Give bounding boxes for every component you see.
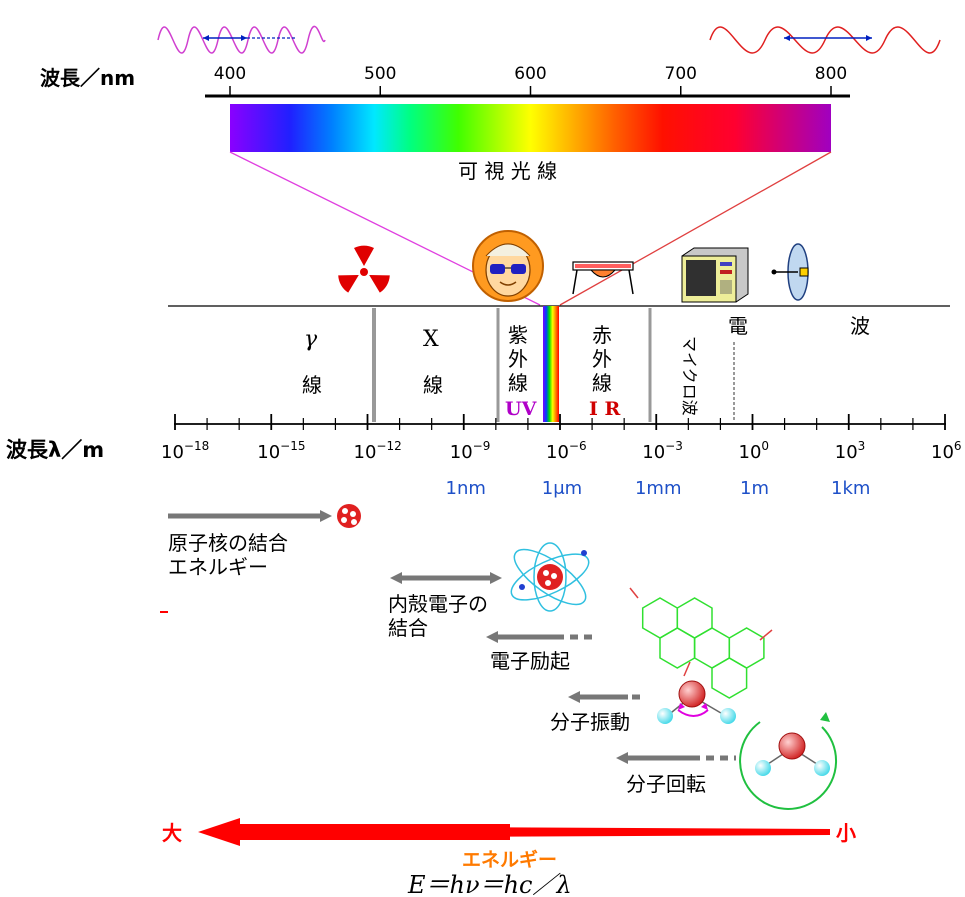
inner-shell-label-1: 内殻電子の <box>388 592 488 616</box>
water-vibration-icon <box>657 680 736 724</box>
gamma-suffix: 線 <box>302 373 322 397</box>
inner-shell-arrow <box>390 572 502 584</box>
nm-tick-label: 800 <box>815 64 847 84</box>
m-tick-label: 10−12 <box>354 439 402 463</box>
ir-abbr: I R <box>589 398 621 420</box>
radiation-icon <box>338 245 390 293</box>
m-tick-label: 10−18 <box>161 439 209 463</box>
energy-big: 大 <box>162 821 182 845</box>
m-tick-label: 103 <box>835 439 866 463</box>
vibration-label: 分子振動 <box>550 710 630 734</box>
m-tick-label: 10−6 <box>546 439 587 463</box>
unit-label: 1m <box>740 478 769 499</box>
molecule-icon <box>629 587 773 699</box>
satellite-dish-icon <box>771 243 809 301</box>
water-rotation-icon <box>739 712 838 810</box>
ir-char-1: 赤 <box>592 323 612 347</box>
energy-label: エネルギー <box>462 849 557 871</box>
m-tick-label: 100 <box>739 439 770 463</box>
visible-spectrum-bar <box>230 104 831 152</box>
inner-shell-label-2: 結合 <box>388 616 428 640</box>
m-tick-label: 10−3 <box>642 439 683 463</box>
xray-symbol: X <box>423 327 439 352</box>
xray-suffix: 線 <box>423 373 443 397</box>
nuclear-arrow <box>168 510 332 522</box>
unit-label: 1μm <box>542 478 582 499</box>
visible-strip <box>543 306 559 422</box>
energy-small: 小 <box>836 821 856 845</box>
unit-label: 1mm <box>635 478 682 499</box>
vibration-arrow <box>568 691 640 703</box>
electronic-label: 電子励起 <box>490 649 570 673</box>
energy-arrow <box>198 818 830 846</box>
nm-tick-label: 500 <box>364 64 396 84</box>
atom-icon <box>510 542 590 612</box>
microwave-label: マイクロ波 <box>680 336 699 416</box>
unit-label: 1km <box>831 478 870 499</box>
nuclear-label-2: エネルギー <box>168 555 268 579</box>
gamma-symbol: γ <box>304 327 318 352</box>
short-wave-icon <box>157 25 326 54</box>
rotation-label: 分子回転 <box>626 772 706 796</box>
uv-char-1: 紫 <box>508 323 528 347</box>
uv-char-2: 外 <box>508 347 528 371</box>
nm-tick-label: 700 <box>665 64 697 84</box>
heater-icon <box>572 261 634 295</box>
m-tick-label: 106 <box>931 439 962 463</box>
energy-formula: E＝hν＝hc／λ <box>407 871 572 897</box>
m-axis-label: 波長λ／m <box>6 438 104 462</box>
m-tick-label: 10−15 <box>257 439 305 463</box>
nm-tick-label: 600 <box>514 64 546 84</box>
electronic-arrow <box>486 631 596 643</box>
nm-axis-label: 波長／nm <box>40 66 135 90</box>
radio-char-2: 波 <box>850 314 870 338</box>
ir-char-2: 外 <box>592 347 612 371</box>
nm-tick-label: 400 <box>214 64 246 84</box>
m-tick-label: 10−9 <box>450 439 491 463</box>
radio-char-1: 電 <box>728 314 748 338</box>
long-wave-icon <box>709 26 941 54</box>
unit-label: 1nm <box>446 478 486 499</box>
uv-char-3: 線 <box>508 371 528 395</box>
ir-char-3: 線 <box>592 371 612 395</box>
rotation-arrow <box>616 752 736 764</box>
sunglasses-face-icon <box>472 230 544 302</box>
nucleus-icon <box>337 504 361 528</box>
visible-light-label: 可 視 光 線 <box>458 159 557 183</box>
microwave-oven-icon <box>681 247 749 303</box>
nuclear-label-1: 原子核の結合 <box>168 531 288 555</box>
uv-abbr: UV <box>505 398 538 420</box>
